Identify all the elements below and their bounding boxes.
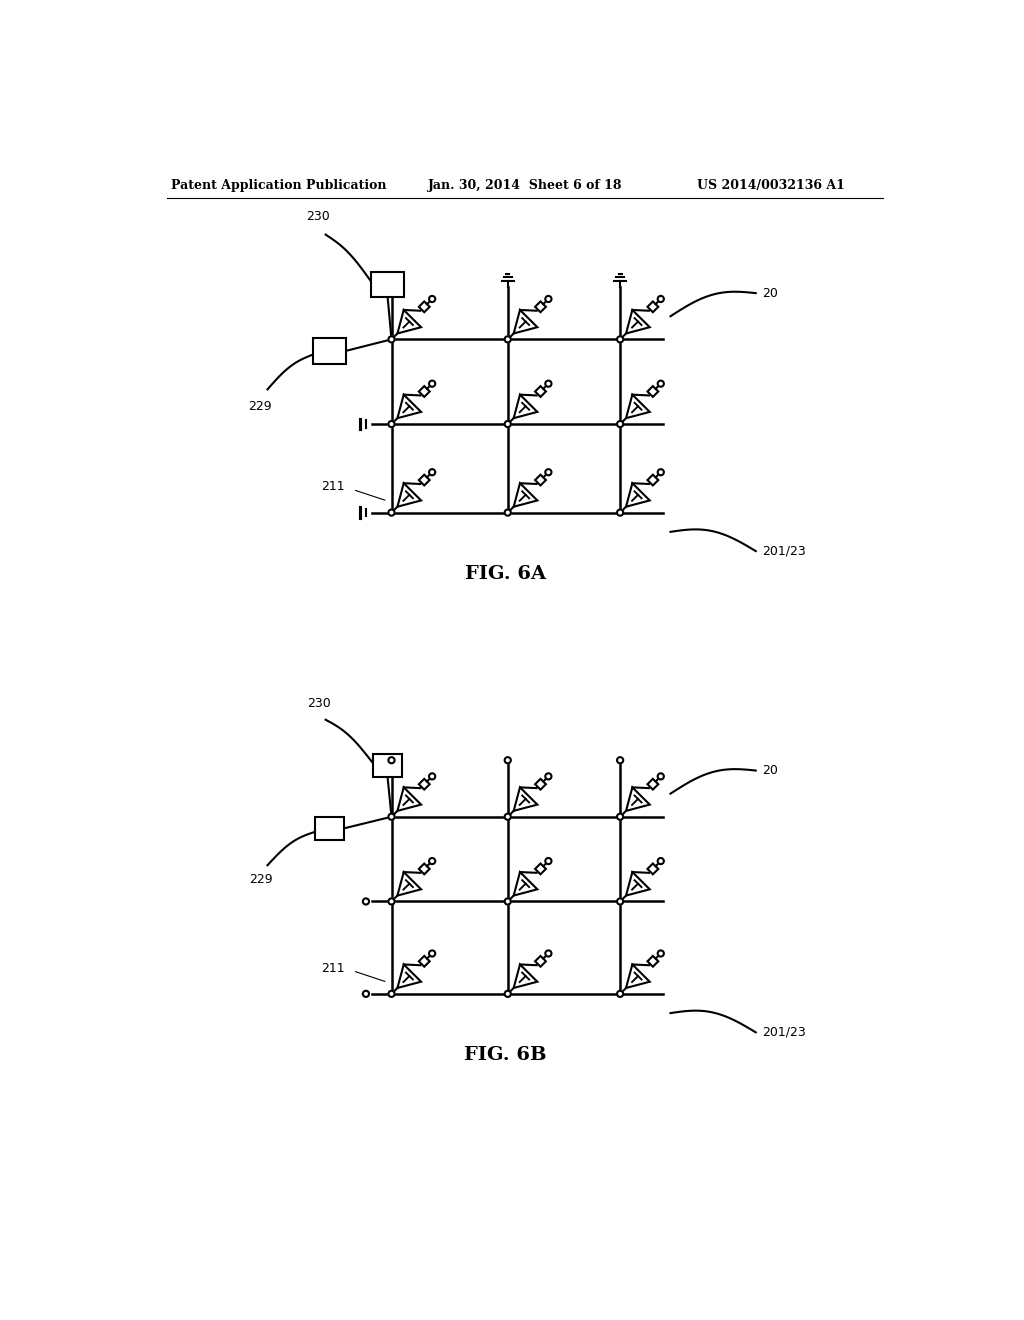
Circle shape: [429, 774, 435, 779]
Circle shape: [546, 469, 552, 475]
Circle shape: [617, 991, 624, 997]
Polygon shape: [626, 965, 649, 987]
Polygon shape: [397, 965, 421, 987]
Circle shape: [617, 899, 624, 904]
Polygon shape: [514, 310, 538, 334]
Circle shape: [362, 991, 369, 997]
Circle shape: [388, 421, 394, 428]
Bar: [373, 755, 402, 777]
Circle shape: [546, 858, 552, 865]
Circle shape: [429, 296, 435, 302]
Circle shape: [505, 421, 511, 428]
Text: 20: 20: [762, 286, 778, 300]
Circle shape: [429, 380, 435, 387]
Text: 201/23: 201/23: [762, 545, 806, 557]
Circle shape: [657, 296, 664, 302]
Text: 211: 211: [322, 480, 345, 494]
Text: US 2014/0032136 A1: US 2014/0032136 A1: [697, 178, 845, 191]
Circle shape: [546, 950, 552, 957]
Circle shape: [546, 774, 552, 779]
Circle shape: [657, 950, 664, 957]
Text: 230: 230: [307, 697, 332, 710]
Polygon shape: [514, 873, 538, 895]
Circle shape: [429, 950, 435, 957]
Circle shape: [505, 510, 511, 516]
Circle shape: [657, 774, 664, 779]
Polygon shape: [397, 395, 421, 418]
Text: FIG. 6B: FIG. 6B: [465, 1047, 547, 1064]
Polygon shape: [397, 310, 421, 334]
Polygon shape: [397, 483, 421, 507]
Polygon shape: [626, 395, 649, 418]
Polygon shape: [626, 873, 649, 895]
Bar: [314, 817, 344, 840]
Circle shape: [388, 758, 394, 763]
Polygon shape: [514, 395, 538, 418]
Circle shape: [657, 858, 664, 865]
Circle shape: [362, 899, 369, 904]
Circle shape: [546, 380, 552, 387]
Circle shape: [546, 296, 552, 302]
Circle shape: [505, 337, 511, 342]
Polygon shape: [514, 787, 538, 810]
Polygon shape: [626, 483, 649, 507]
Circle shape: [505, 991, 511, 997]
Circle shape: [388, 510, 394, 516]
Circle shape: [617, 510, 624, 516]
Text: Jan. 30, 2014  Sheet 6 of 18: Jan. 30, 2014 Sheet 6 of 18: [428, 178, 622, 191]
Text: 229: 229: [248, 400, 271, 412]
Circle shape: [505, 758, 511, 763]
Polygon shape: [626, 787, 649, 810]
Polygon shape: [626, 310, 649, 334]
Polygon shape: [514, 483, 538, 507]
Circle shape: [388, 337, 394, 342]
Circle shape: [617, 813, 624, 820]
Circle shape: [388, 813, 394, 820]
Text: 211: 211: [322, 961, 345, 974]
Circle shape: [505, 813, 511, 820]
Circle shape: [657, 469, 664, 475]
Text: FIG. 6A: FIG. 6A: [465, 565, 547, 583]
Bar: [372, 272, 403, 297]
Circle shape: [388, 899, 394, 904]
Text: 201/23: 201/23: [762, 1026, 806, 1039]
Text: 230: 230: [306, 210, 330, 223]
Circle shape: [617, 758, 624, 763]
Circle shape: [657, 380, 664, 387]
Circle shape: [617, 337, 624, 342]
Bar: [313, 338, 346, 363]
Text: Patent Application Publication: Patent Application Publication: [171, 178, 387, 191]
Polygon shape: [514, 965, 538, 987]
Circle shape: [388, 991, 394, 997]
Circle shape: [429, 858, 435, 865]
Circle shape: [505, 899, 511, 904]
Polygon shape: [397, 787, 421, 810]
Circle shape: [429, 469, 435, 475]
Text: 20: 20: [762, 764, 778, 777]
Polygon shape: [397, 873, 421, 895]
Text: 229: 229: [250, 873, 273, 886]
Circle shape: [617, 421, 624, 428]
